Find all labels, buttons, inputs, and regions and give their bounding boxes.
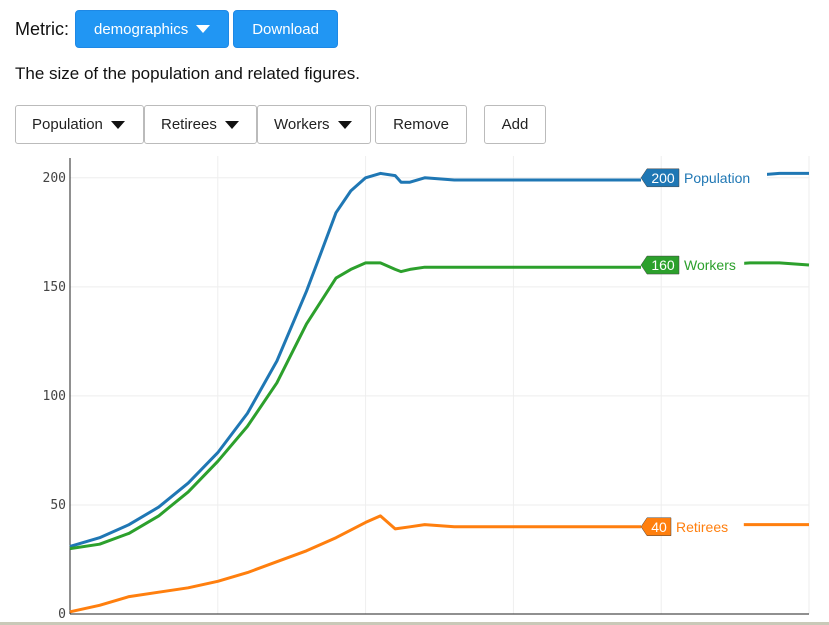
series-end-value: 40: [651, 519, 667, 535]
series-value-tag: [640, 255, 680, 275]
line-chart: 0 50 100 150 200 200 Population 160 Workers 40 Ret…: [43, 156, 810, 622]
series-dropdown-retirees[interactable]: Retirees: [144, 105, 257, 144]
add-button[interactable]: Add: [484, 105, 546, 144]
caret-down-icon: [196, 25, 211, 33]
series-dropdown-workers[interactable]: Workers: [257, 105, 371, 144]
y-tick-label: 0: [58, 607, 66, 622]
divider: [0, 622, 829, 625]
metric-dropdown-label: demographics: [94, 20, 189, 38]
y-tick-label: 200: [43, 171, 66, 186]
y-tick-label: 50: [50, 498, 66, 513]
remove-button[interactable]: Remove: [375, 105, 467, 144]
caret-down-icon: [337, 120, 352, 129]
series-name-label: Population: [684, 170, 750, 186]
series-name-label: Retirees: [676, 519, 728, 535]
download-button[interactable]: Download: [233, 10, 338, 48]
series-dropdown-population[interactable]: Population: [15, 105, 144, 144]
metric-description: The size of the population and related f…: [15, 64, 360, 83]
series-line-workers: [69, 261, 810, 551]
y-tick-label: 100: [43, 389, 66, 404]
series-line-population: [69, 171, 809, 548]
series-value-tag: [640, 168, 680, 188]
series-dropdown-label: Workers: [274, 116, 330, 133]
series-name-label: Workers: [684, 257, 736, 273]
caret-down-icon: [110, 120, 125, 129]
series-value-tag: [640, 517, 672, 537]
metric-label: Metric:: [15, 18, 69, 39]
series-dropdown-label: Population: [32, 116, 103, 133]
y-tick-label: 150: [43, 280, 66, 295]
series-toolbar: Population Retirees Workers Remove Add: [15, 105, 546, 144]
series-end-value: 200: [651, 170, 675, 186]
series-end-value: 160: [651, 257, 675, 273]
series-dropdown-label: Retirees: [161, 116, 217, 133]
caret-down-icon: [224, 120, 239, 129]
metric-dropdown[interactable]: demographics: [75, 10, 230, 48]
metric-row: Metric: demographics Download: [15, 10, 342, 48]
